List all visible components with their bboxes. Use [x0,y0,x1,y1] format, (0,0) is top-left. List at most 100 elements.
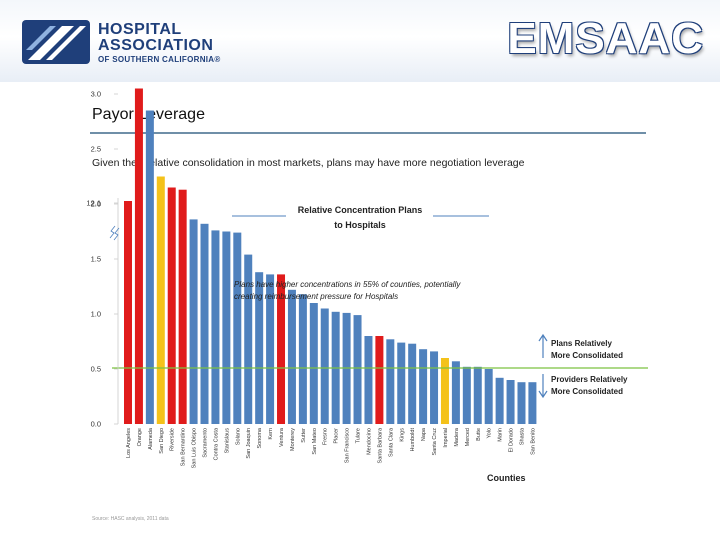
x-tick-label: Fresno [323,428,329,445]
arrow-up-icon [538,333,548,358]
x-tick-label: San Benito [530,428,536,455]
bar-san-benito [528,382,537,424]
chart-title-line-1: Relative Concentration Plans [298,205,423,215]
x-tick-label: Mendocino [366,428,372,455]
providers-consolidated-label-line-2: More Consolidated [551,387,623,396]
bar-humboldt [408,343,417,424]
bar-sutter [298,294,307,424]
chart-annotation-line-2: creating reimbursement pressure for Hosp… [234,292,398,301]
bar-sonoma [255,272,264,424]
bar-contra-costa [211,230,220,424]
bar-madera [451,361,460,424]
x-tick-label: Santa Cruz [432,428,438,456]
x-tick-label: San Mateo [312,428,318,455]
axis-break-icon [109,225,120,241]
chart-annotation-line-1: Plans have higher concentrations in 55% … [234,280,461,289]
bar-tulare [353,315,362,424]
title-divider [90,132,646,134]
x-tick-label: Sutter [301,428,307,443]
chart-title-line-2: to Hospitals [334,220,386,230]
x-tick-label: Sonoma [257,427,263,448]
hospital-association-logo-icon [22,20,90,64]
bar-riverside [167,187,176,424]
x-tick-label: Merced [465,428,471,446]
x-tick-label: Shasta [519,427,525,445]
bar-shasta [517,382,526,424]
bar-solano [233,232,242,424]
source-footnote: Source: HASC analysis, 2011 data [92,516,169,522]
x-tick-label: Yolo [487,428,493,439]
logo-line-1: HOSPITAL [98,21,182,38]
x-tick-label: San Joaquin [246,428,252,459]
logo-line-2: ASSOCIATION [98,37,214,54]
x-tick-label: Ventura [279,427,285,447]
x-axis-label: Counties [487,473,526,483]
bar-santa-barbara [375,336,384,424]
x-tick-label: San Francisco [345,428,351,463]
x-tick-label: Napa [421,427,427,441]
bar-san-mateo [309,303,318,424]
y-tick-label: 1.5 [91,255,101,264]
x-tick-label: Solano [235,428,241,445]
bar-los-angeles [124,201,132,424]
bar-el-dorado [506,380,515,424]
x-tick-label: San Diego [159,428,165,454]
x-tick-label: Madera [454,427,460,447]
x-tick-label: Alameda [148,427,154,450]
bar-santa-clara [386,339,395,424]
y-tick-label: 0.5 [91,365,101,374]
x-tick-label: Tulare [356,428,362,443]
bar-san-bernardino [178,189,187,424]
bar-monterey [287,289,296,424]
bar-ventura [277,274,286,424]
plans-consolidated-label-line-1: Plans Relatively [551,339,612,348]
logo-wordmark: HOSPITAL ASSOCIATION OF SOUTHERN CALIFOR… [98,22,221,66]
bar-butte [473,366,482,424]
bar-mendocino [364,336,373,424]
x-tick-label: Santa Barbara [377,427,383,463]
bar-yolo [484,369,493,424]
bar-san-joaquin [244,254,253,424]
x-tick-label: San Luis Obispo [192,428,198,468]
providers-consolidated-label-line-1: Providers Relatively [551,375,628,384]
bar-san-luis-obispo [189,219,198,424]
x-tick-label: Kings [399,428,405,442]
y-tick-label: 2.0 [91,200,101,209]
x-tick-label: Imperial [443,428,449,448]
x-tick-label: Placer [334,428,340,444]
bar-kern [266,274,275,424]
y-tick-label: 0.0 [91,420,101,429]
brand-title: EMSAAC [507,14,704,63]
bar-san-diego [156,176,165,424]
y-tick-label: 3.0 [91,90,101,99]
x-tick-label: Riverside [170,428,176,451]
x-tick-label: Kern [268,428,274,440]
y-tick-label: 1.0 [91,310,101,319]
bar-merced [462,366,471,424]
header-banner: HOSPITAL ASSOCIATION OF SOUTHERN CALIFOR… [0,0,720,82]
x-tick-label: El Dorado [509,428,515,452]
x-tick-label: Stanislaus [224,428,230,454]
bar-fresno [320,308,329,424]
y-tick-label: 12.1 [86,199,101,208]
x-tick-label: Marin [498,428,504,442]
x-tick-label: Santa Clara [388,427,394,457]
plans-consolidated-label-line-2: More Consolidated [551,351,623,360]
x-tick-label: Los Angeles [126,428,132,458]
bar-napa [419,349,428,424]
x-tick-label: Sacramento [203,428,209,458]
slide-subtitle: Given their relative consolidation in mo… [92,157,525,169]
x-tick-label: Contra Costa [213,427,219,460]
bar-stanislaus [222,231,231,424]
logo-line-3: OF SOUTHERN CALIFORNIA® [98,55,221,64]
x-tick-label: Humboldt [410,428,416,452]
bar-santa-cruz [430,351,439,424]
x-tick-label: Monterey [290,428,296,451]
y-tick-label: 2.5 [91,145,101,154]
x-tick-label: Orange [137,428,143,446]
arrow-down-icon [538,374,548,399]
bar-alameda [145,110,154,424]
bar-kings [397,342,406,424]
bar-sacramento [200,223,209,424]
bar-orange [134,88,143,424]
